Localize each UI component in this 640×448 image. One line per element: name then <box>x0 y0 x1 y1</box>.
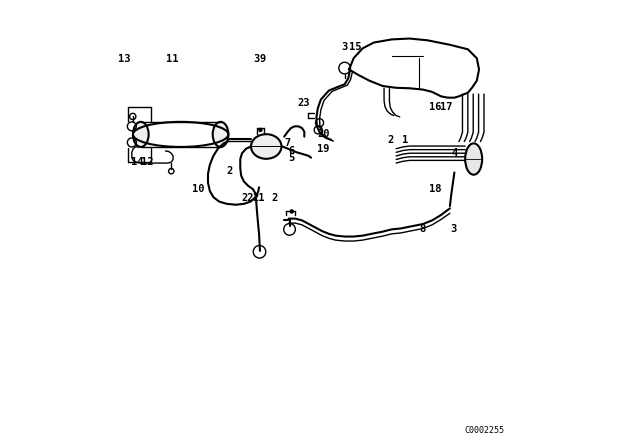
Text: 4: 4 <box>451 148 458 158</box>
Text: 2: 2 <box>388 135 394 145</box>
Text: 6: 6 <box>288 146 294 156</box>
Text: 23: 23 <box>297 98 310 108</box>
Ellipse shape <box>133 122 148 147</box>
Text: 9: 9 <box>260 54 266 64</box>
Text: 18: 18 <box>429 184 442 194</box>
Text: 13: 13 <box>118 54 130 64</box>
Text: 20: 20 <box>317 129 330 139</box>
Text: 3: 3 <box>253 54 259 64</box>
Text: 3: 3 <box>342 42 348 52</box>
Ellipse shape <box>212 122 228 147</box>
Text: C0002255: C0002255 <box>465 426 505 435</box>
Text: 15: 15 <box>349 42 361 52</box>
Text: 10: 10 <box>192 184 204 194</box>
Text: 12: 12 <box>141 157 154 167</box>
Text: 1: 1 <box>402 135 408 145</box>
Circle shape <box>258 128 262 132</box>
Circle shape <box>289 209 294 214</box>
Text: 19: 19 <box>317 144 330 154</box>
Text: 21: 21 <box>252 193 264 203</box>
Text: 3: 3 <box>451 224 456 234</box>
Text: 2: 2 <box>227 166 232 176</box>
Text: 22: 22 <box>241 193 253 203</box>
Text: 7: 7 <box>285 138 291 148</box>
Text: 16: 16 <box>429 102 442 112</box>
Text: 8: 8 <box>419 224 425 234</box>
Text: 5: 5 <box>288 153 294 163</box>
Ellipse shape <box>465 143 482 175</box>
Text: 2: 2 <box>271 193 277 203</box>
Text: 14: 14 <box>131 157 143 167</box>
Text: 11: 11 <box>166 54 179 64</box>
Ellipse shape <box>251 134 282 159</box>
Text: 17: 17 <box>440 102 452 112</box>
